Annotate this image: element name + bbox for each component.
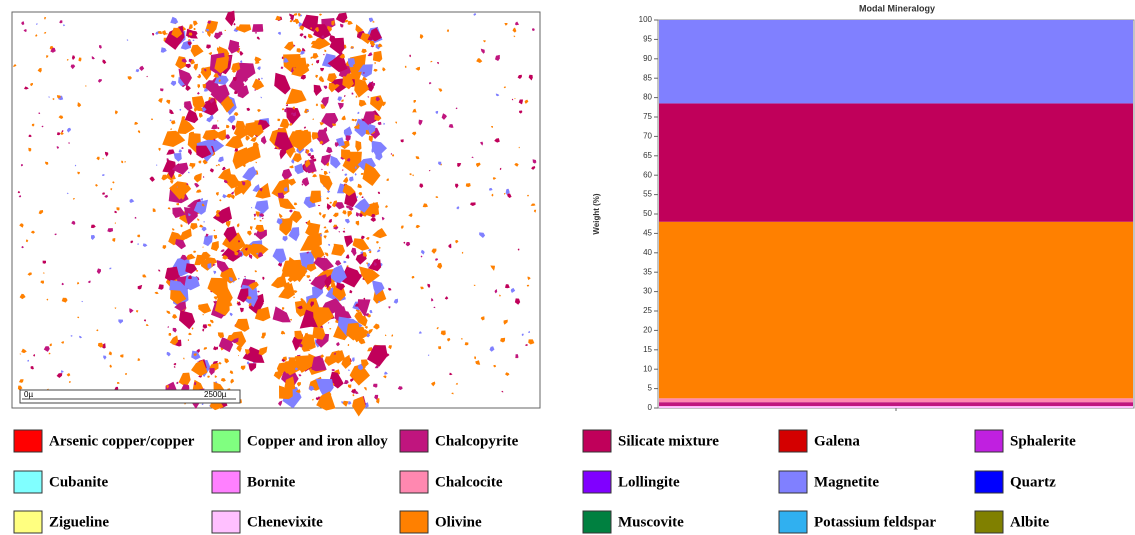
legend-swatch	[583, 430, 611, 452]
y-tick-label: 65	[643, 151, 652, 160]
bar-segment	[659, 20, 1133, 103]
legend-swatch	[779, 471, 807, 493]
legend-swatch	[14, 511, 42, 533]
bar-segment	[659, 406, 1133, 408]
y-tick-label: 20	[643, 326, 652, 335]
legend-label: Galena	[814, 433, 860, 449]
legend-label: Silicate mixture	[618, 433, 719, 449]
y-tick-label: 95	[643, 35, 652, 44]
legend-label: Chenevixite	[247, 514, 323, 530]
bar-segment	[659, 222, 1133, 399]
bar-segment	[659, 398, 1133, 402]
chart-title: Modal Mineralogy	[859, 3, 935, 13]
plot: 0 5 10 15 20 25 30 35 40 45 50 55 60 65 70 75 80 85 90 95 10…	[639, 15, 1134, 412]
map-frame	[12, 12, 540, 408]
y-tick-label: 50	[643, 209, 652, 218]
y-tick-label: 100	[639, 15, 653, 24]
y-tick-label: 0	[648, 403, 653, 412]
particle	[312, 327, 325, 340]
legend-label: Albite	[1010, 514, 1050, 530]
y-tick-label: 55	[643, 190, 652, 199]
legend-label: Magnetite	[814, 474, 879, 490]
legend-swatch	[212, 430, 240, 452]
legend-swatch	[400, 430, 428, 452]
particle	[236, 26, 241, 30]
legend-swatch	[583, 471, 611, 493]
legend-label: Olivine	[435, 514, 482, 530]
legend-label: Bornite	[247, 474, 296, 490]
particle	[252, 24, 263, 32]
legend-swatch	[975, 471, 1003, 493]
scale-label: 2500µ	[204, 390, 227, 399]
legend-swatch	[14, 430, 42, 452]
legend-swatch	[212, 511, 240, 533]
y-tick-label: 60	[643, 170, 652, 179]
bar-segment	[659, 103, 1133, 221]
legend-swatch	[400, 471, 428, 493]
legend-swatch	[14, 471, 42, 493]
legend-label: Zigueline	[49, 514, 109, 530]
legend-label: Chalcocite	[435, 474, 503, 490]
legend-label: Potassium feldspar	[814, 514, 936, 530]
scale-label: 0µ	[24, 390, 33, 399]
bar-segment	[659, 402, 1133, 406]
y-tick-label: 10	[643, 364, 652, 373]
legend-swatch	[975, 511, 1003, 533]
legend: Arsenic copper/copper Cubanite Zigueline Co…	[14, 430, 1076, 533]
legend-swatch	[583, 511, 611, 533]
legend-label: Arsenic copper/copper	[49, 433, 195, 449]
particle	[284, 187, 288, 192]
y-tick-label: 5	[648, 384, 653, 393]
y-tick-label: 75	[643, 112, 652, 121]
y-tick-label: 85	[643, 73, 652, 82]
y-tick-label: 15	[643, 345, 652, 354]
page: 0µ 2500µ Modal Mineralogy Weight (%) 0 5 1…	[0, 0, 1135, 535]
particle	[373, 51, 382, 62]
y-tick-label: 30	[643, 287, 652, 296]
legend-label: Copper and iron alloy	[247, 433, 388, 449]
y-tick-label: 35	[643, 267, 652, 276]
scale-bar: 0µ 2500µ	[20, 390, 240, 403]
legend-label: Quartz	[1010, 474, 1056, 490]
legend-swatch	[975, 430, 1003, 452]
y-tick-label: 80	[643, 93, 652, 102]
legend-label: Sphalerite	[1010, 433, 1076, 449]
particle	[310, 191, 322, 204]
y-tick-label: 25	[643, 306, 652, 315]
legend-swatch	[400, 511, 428, 533]
legend-swatch	[779, 511, 807, 533]
legend-label: Muscovite	[618, 514, 684, 530]
y-tick-label: 90	[643, 54, 652, 63]
mineral-map	[12, 11, 540, 417]
particle	[137, 243, 138, 245]
legend-label: Chalcopyrite	[435, 433, 519, 449]
legend-swatch	[212, 471, 240, 493]
y-tick-label: 40	[643, 248, 652, 257]
legend-label: Cubanite	[49, 474, 109, 490]
y-tick-label: 45	[643, 229, 652, 238]
y-axis-label: Weight (%)	[592, 193, 601, 235]
legend-label: Lollingite	[618, 474, 680, 490]
y-tick-label: 70	[643, 132, 652, 141]
legend-swatch	[779, 430, 807, 452]
